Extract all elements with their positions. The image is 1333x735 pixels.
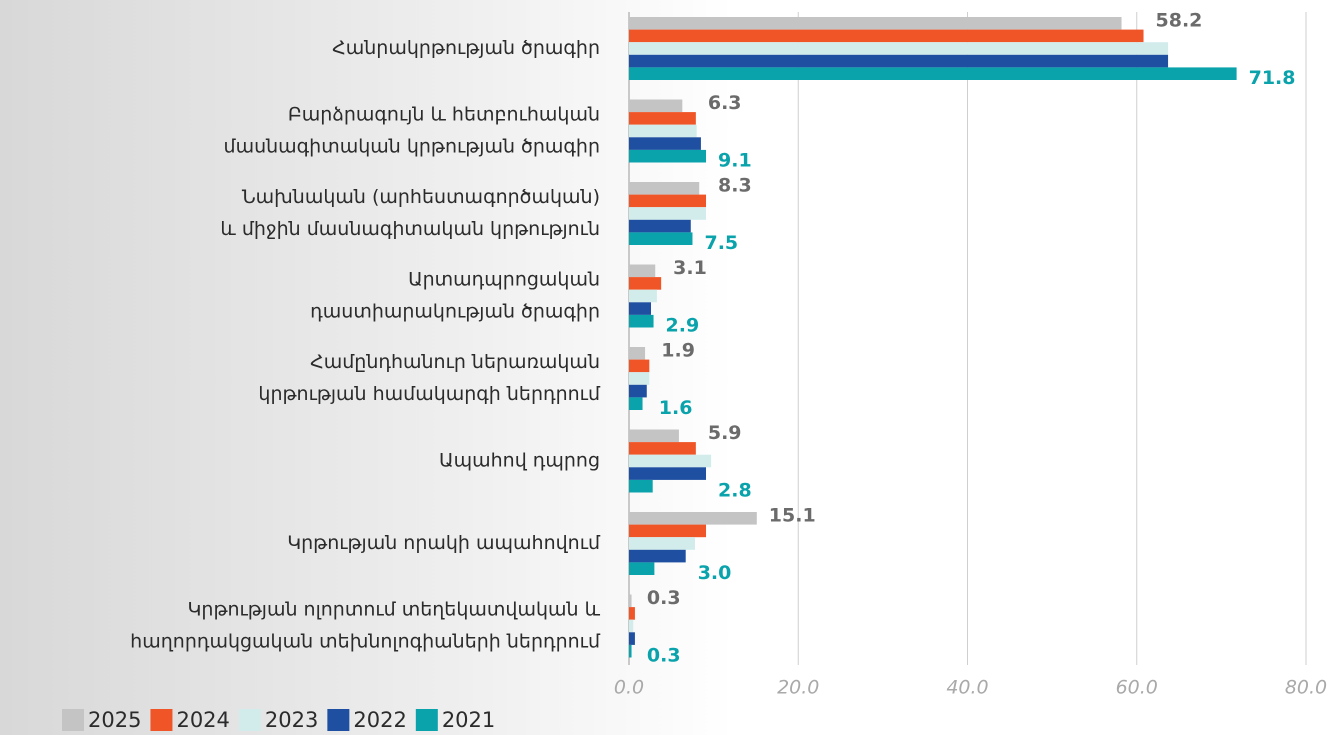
legend-swatch <box>62 709 84 731</box>
bar <box>629 290 657 303</box>
bar <box>629 55 1168 68</box>
category-label: Արտադպրոցական <box>408 269 600 291</box>
legend-label: 2024 <box>176 708 229 732</box>
bar <box>629 195 706 208</box>
value-label: 58.2 <box>1156 10 1203 32</box>
category-label: Ապահով դպրոց <box>439 450 600 472</box>
category-label: Կրթության որակի ապահովում <box>287 532 601 554</box>
x-tick-label: 20.0 <box>777 677 819 699</box>
legend-label: 2021 <box>442 708 495 732</box>
category-label: Հանրակրթության ծրագիր <box>332 37 600 59</box>
value-label: 15.1 <box>769 505 816 527</box>
bar <box>629 42 1168 55</box>
bar <box>629 595 632 608</box>
value-label: 2.9 <box>666 315 700 337</box>
legend-label: 2022 <box>353 708 406 732</box>
value-label: 5.9 <box>708 422 742 444</box>
bar <box>629 550 686 563</box>
bar <box>629 525 706 538</box>
bar <box>629 150 706 163</box>
category-label: Նախնական (արհեստագործական) <box>242 186 600 208</box>
bar <box>629 562 654 575</box>
value-label: 71.8 <box>1249 67 1296 89</box>
bar <box>629 315 654 328</box>
bar <box>629 17 1122 30</box>
bar <box>629 467 706 480</box>
value-label: 0.3 <box>647 645 681 667</box>
legend-swatch <box>416 709 438 731</box>
bar <box>629 442 696 455</box>
bar <box>629 277 661 290</box>
bar <box>629 232 692 245</box>
bar <box>629 137 701 150</box>
value-label: 8.3 <box>718 175 752 197</box>
value-label: 6.3 <box>708 92 742 114</box>
x-tick-label: 40.0 <box>946 677 988 699</box>
category-label: Համընդհանուր ներառական <box>310 351 600 373</box>
bar <box>629 620 633 633</box>
value-label: 3.1 <box>673 257 707 279</box>
value-label: 1.6 <box>659 397 693 419</box>
bar <box>629 385 647 398</box>
bar <box>629 430 679 443</box>
x-tick-label: 80.0 <box>1285 677 1327 699</box>
value-label: 9.1 <box>718 150 752 172</box>
bar <box>629 100 682 113</box>
bar <box>629 112 696 125</box>
bar <box>629 455 711 468</box>
x-tick-label: 60.0 <box>1116 677 1158 699</box>
value-label: 2.8 <box>718 480 752 502</box>
bar <box>629 30 1144 43</box>
bar <box>629 220 691 233</box>
legend-swatch <box>327 709 349 731</box>
bar <box>629 347 645 360</box>
bar <box>629 360 649 373</box>
legend-label: 2023 <box>265 708 318 732</box>
category-label: կրթության համակարգի ներդրում <box>258 383 601 405</box>
bar <box>629 207 706 220</box>
category-label: դաստիարակության ծրագիր <box>310 301 600 323</box>
bar <box>629 645 632 658</box>
bar <box>629 512 757 525</box>
bar <box>629 397 643 410</box>
value-label: 3.0 <box>698 562 732 584</box>
bar <box>629 125 697 138</box>
bar <box>629 480 653 493</box>
value-label: 7.5 <box>704 232 738 254</box>
category-label: մասնագիտական կրթության ծրագիր <box>224 136 600 158</box>
bar <box>629 607 635 620</box>
value-label: 1.9 <box>661 340 695 362</box>
bar <box>629 632 635 645</box>
category-label: հաղորդակցական տեխնոլոգիաների ներդրում <box>130 631 601 653</box>
bar <box>629 302 651 315</box>
value-label: 0.3 <box>647 587 681 609</box>
legend-swatch <box>150 709 172 731</box>
category-label: Կրթության ոլորտում տեղեկատվական և <box>188 599 601 621</box>
legend-swatch <box>239 709 261 731</box>
bar <box>629 537 695 550</box>
legend-label: 2025 <box>88 708 141 732</box>
chart: 0.0 20.0 40.0 60.0 80.0 Հանրակրթության ծրագիր… <box>0 0 1333 735</box>
category-label: և միջին մասնագիտական կրթություն <box>220 218 600 240</box>
bar <box>629 372 649 385</box>
x-tick-label: 0.0 <box>614 677 644 699</box>
bar <box>629 67 1237 80</box>
bar <box>629 182 699 195</box>
bar <box>629 265 655 278</box>
category-label: Բարձրագույն և հետբուհական <box>288 104 600 126</box>
